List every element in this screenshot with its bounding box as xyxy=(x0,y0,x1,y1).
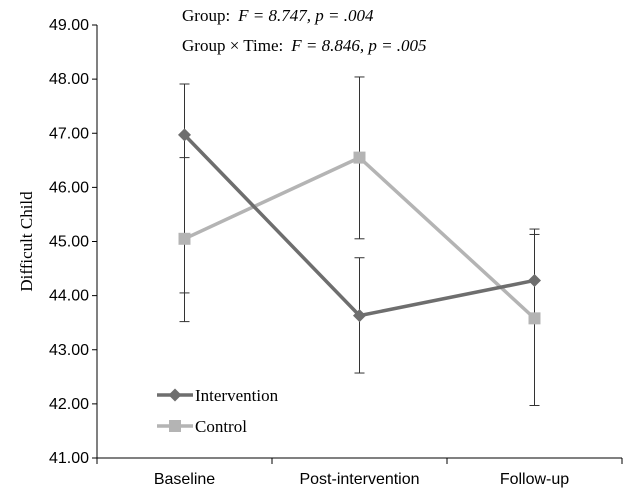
y-tick-label: 48.00 xyxy=(49,71,89,88)
axes: 41.00 42.00 43.00 44.00 45.00 46.00 47.00 48.00… xyxy=(17,17,623,488)
y-tick-label: 42.00 xyxy=(49,396,89,413)
y-tick-label: 41.00 xyxy=(49,450,89,467)
legend-swatch-marker xyxy=(168,388,182,402)
stat-annotation-label: Group: xyxy=(182,6,230,25)
y-tick-label: 47.00 xyxy=(49,125,89,142)
x-category-label: Follow-up xyxy=(500,471,569,488)
x-category-label: Baseline xyxy=(154,471,215,488)
y-axis-title: Difficult Child xyxy=(17,191,36,292)
stat-annotation-value: F = 8.747, p = .004 xyxy=(237,6,374,25)
stat-annotation-label: Group × Time: xyxy=(182,36,283,55)
y-tick-label: 44.00 xyxy=(49,288,89,305)
data-point-control xyxy=(353,151,366,164)
stat-annotation-value: F = 8.846, p = .005 xyxy=(290,36,426,55)
data-point-intervention xyxy=(178,128,191,142)
legend-label: Control xyxy=(195,417,247,436)
y-tick-label: 49.00 xyxy=(49,17,89,34)
data-point-intervention xyxy=(353,309,366,323)
x-category-label: Post-intervention xyxy=(299,471,419,488)
data-point-control xyxy=(178,232,191,245)
error-bars xyxy=(179,76,540,406)
stat-annotation: Group × Time: F = 8.846, p = .005 xyxy=(182,36,427,55)
annotations: Group: F = 8.747, p = .004 Group × Time: F … xyxy=(182,6,427,55)
y-tick-label: 46.00 xyxy=(49,179,89,196)
stat-annotation: Group: F = 8.747, p = .004 xyxy=(182,6,374,25)
series-markers xyxy=(178,128,541,325)
data-point-intervention xyxy=(528,273,541,287)
y-tick-label: 43.00 xyxy=(49,342,89,359)
legend: Intervention Control xyxy=(157,386,279,436)
legend-label: Intervention xyxy=(195,386,279,405)
legend-swatch-marker xyxy=(169,420,181,432)
data-point-control xyxy=(528,312,541,325)
y-tick-label: 45.00 xyxy=(49,234,89,251)
